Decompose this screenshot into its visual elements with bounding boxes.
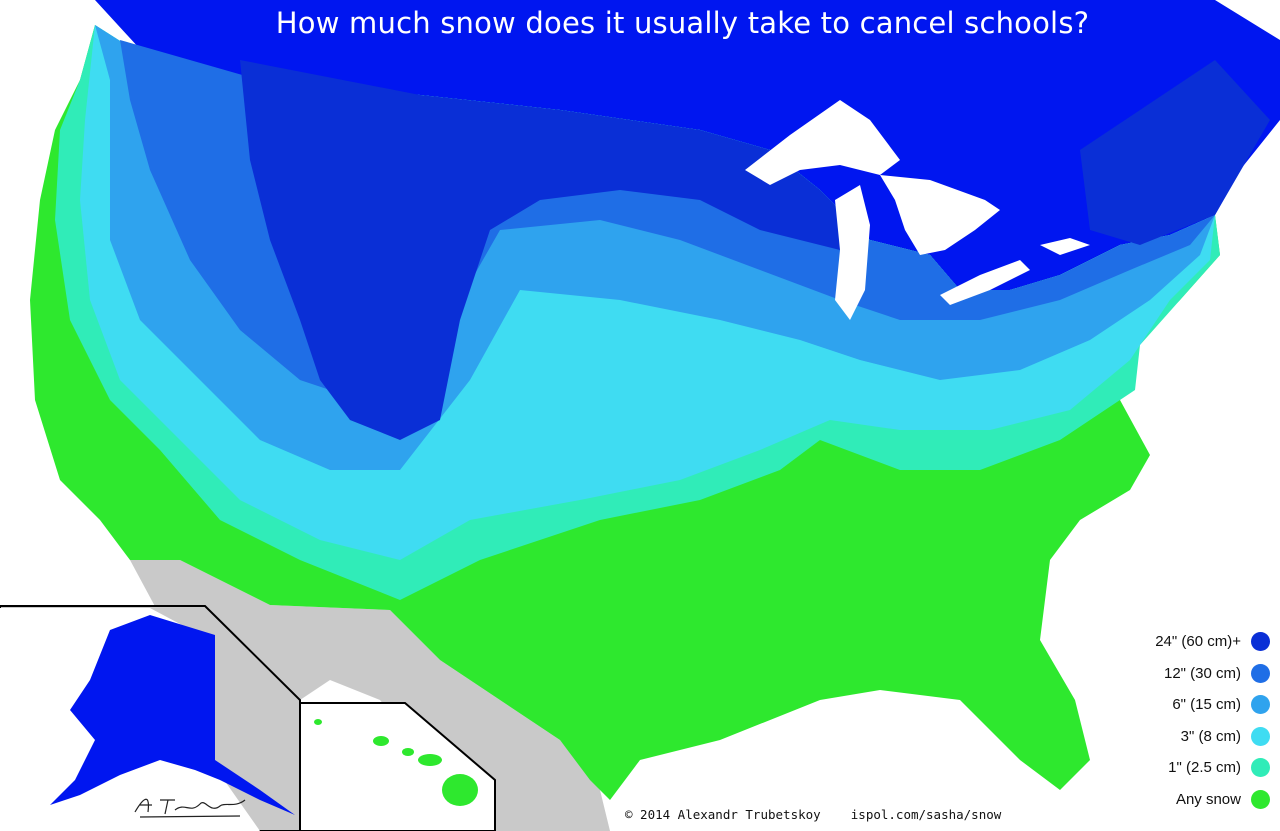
legend-label: 12" (30 cm) [1163,664,1241,682]
legend-swatch [1251,758,1270,778]
legend-item: 3" (8 cm) [1060,721,1270,753]
lake-michigan [835,185,870,320]
lake-huron [880,175,1000,255]
band-24-inch [240,60,860,440]
legend-swatch [1251,632,1270,652]
legend-swatch [1251,789,1270,809]
legend-item: 24" (60 cm)+ [1060,626,1270,658]
legend-label: 6" (15 cm) [1172,696,1241,714]
credit-text: © 2014 Alexandr Trubetskoy ispol.com/sas… [625,807,1002,822]
legend-item: 12" (30 cm) [1060,658,1270,690]
lake-superior [745,100,900,185]
band-24-inch-northeast [1080,60,1270,245]
legend-swatch [1251,663,1270,683]
lake-erie [940,260,1030,305]
legend-item: 6" (15 cm) [1060,689,1270,721]
legend-label: 3" (8 cm) [1180,727,1241,745]
legend-item: Any snow [1060,784,1270,816]
legend-item: 1" (2.5 cm) [1060,752,1270,784]
legend-swatch [1251,726,1270,746]
alaska-state [50,615,295,815]
legend-swatch [1251,695,1270,715]
hawaii-islands [314,719,478,806]
author-signature [134,798,246,818]
mexico-region [130,560,610,831]
legend: 24" (60 cm)+ 12" (30 cm) 6" (15 cm) 3" (… [1060,626,1270,815]
legend-label: 24" (60 cm)+ [1155,633,1241,651]
map-title: How much snow does it usually take to ca… [275,6,1090,40]
lake-ontario [1040,238,1090,255]
legend-label: Any snow [1175,790,1241,808]
legend-label: 1" (2.5 cm) [1168,759,1241,777]
